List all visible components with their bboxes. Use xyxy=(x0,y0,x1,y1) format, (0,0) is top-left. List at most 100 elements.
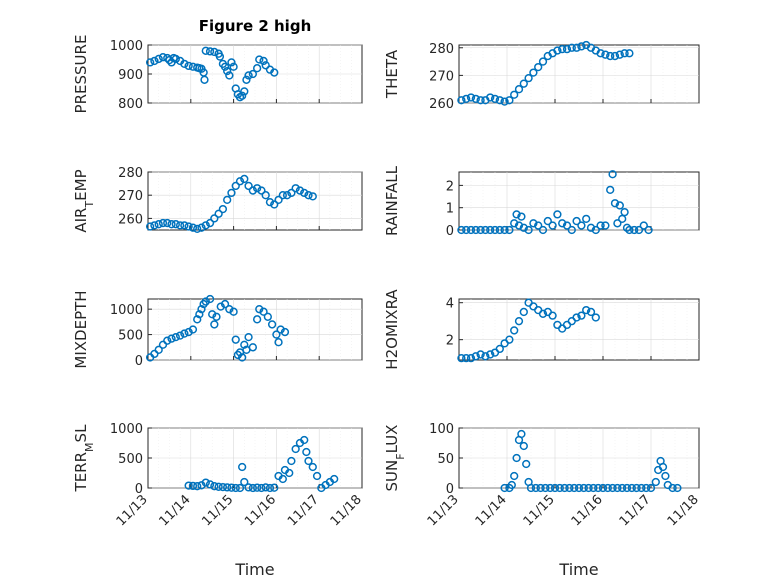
data-point xyxy=(543,216,552,226)
data-point xyxy=(644,225,653,235)
data-point xyxy=(154,220,163,229)
data-point xyxy=(546,483,555,493)
data-point xyxy=(163,218,172,228)
data-point xyxy=(618,483,627,493)
data-point xyxy=(229,307,238,316)
y-tick-label: 1 xyxy=(446,202,454,217)
data-point xyxy=(295,186,305,195)
data-point xyxy=(519,307,528,317)
data-point xyxy=(577,42,586,51)
data-point xyxy=(259,56,268,66)
data-point xyxy=(227,483,236,492)
data-point xyxy=(205,47,215,56)
data-point xyxy=(235,483,245,493)
data-point xyxy=(519,223,528,232)
data-point xyxy=(553,46,562,55)
data-point xyxy=(613,483,622,493)
data-point xyxy=(257,483,266,493)
data-point xyxy=(610,51,620,61)
data-point xyxy=(229,62,238,71)
data-point xyxy=(197,223,206,232)
data-point xyxy=(244,71,253,80)
data-point xyxy=(634,225,644,235)
data-point xyxy=(642,483,651,493)
data-point xyxy=(531,483,540,493)
data-point xyxy=(562,221,572,230)
y-tick-label: 0 xyxy=(135,482,143,497)
data-point xyxy=(214,482,223,491)
data-point xyxy=(514,317,524,326)
data-point xyxy=(238,353,247,362)
data-point xyxy=(210,320,219,329)
data-point xyxy=(154,54,163,64)
data-point xyxy=(145,58,155,67)
data-point xyxy=(548,311,557,320)
data-point xyxy=(302,447,311,457)
data-point xyxy=(261,61,270,70)
y-axis-label: MIXDEPTH xyxy=(72,290,90,368)
data-point xyxy=(220,299,230,309)
data-point xyxy=(622,483,632,493)
data-point xyxy=(500,483,509,493)
y-tick-label: 1000 xyxy=(110,422,143,437)
data-point xyxy=(158,340,168,349)
data-point xyxy=(208,310,217,319)
data-point xyxy=(519,79,528,88)
y-tick-label: 100 xyxy=(429,422,454,437)
data-point xyxy=(158,218,168,228)
data-point xyxy=(495,344,504,354)
data-point xyxy=(238,91,247,100)
data-point xyxy=(282,191,292,200)
data-point xyxy=(606,51,615,61)
y-tick-label: 900 xyxy=(118,68,143,83)
data-point xyxy=(171,54,180,64)
data-point xyxy=(235,177,245,186)
data-point xyxy=(558,219,567,228)
data-point xyxy=(244,332,253,342)
y-tick-label: 500 xyxy=(118,329,143,344)
data-point xyxy=(238,462,247,472)
data-point xyxy=(255,305,264,314)
data-point xyxy=(158,53,168,62)
data-point xyxy=(529,68,538,77)
y-tick-label: 260 xyxy=(429,97,454,112)
axes-8: 0 50 100 11/13 11/14 11/15 11/16 11/17 11/18 SUNF… xyxy=(383,422,702,579)
data-point xyxy=(505,96,514,105)
y-axis-label: RAINFALL xyxy=(383,165,401,236)
axes-5: 0 500 1000 MIXDEPTH xyxy=(72,290,363,369)
data-point xyxy=(220,62,230,71)
y-tick-label: 500 xyxy=(118,452,143,467)
data-point xyxy=(259,307,268,316)
data-point xyxy=(291,184,300,193)
data-point xyxy=(476,350,485,359)
data-point xyxy=(248,69,258,79)
data-point xyxy=(291,444,300,454)
data-point xyxy=(163,336,172,345)
data-point xyxy=(646,483,656,493)
data-point xyxy=(304,456,313,466)
data-point xyxy=(637,483,646,493)
x-axis-label: Time xyxy=(558,560,598,579)
data-point xyxy=(261,483,270,492)
data-point xyxy=(270,200,279,209)
data-point xyxy=(272,330,281,339)
data-point xyxy=(529,219,538,228)
data-point xyxy=(471,225,480,235)
axes-4: 0 1 2 RAINFALL xyxy=(383,165,700,239)
data-point xyxy=(261,191,270,200)
data-point xyxy=(195,310,204,319)
data-point xyxy=(586,307,596,317)
x-tick-label: 11/18 xyxy=(328,492,365,529)
data-point xyxy=(507,480,516,490)
data-point xyxy=(586,223,596,232)
data-point xyxy=(180,221,189,230)
data-point xyxy=(486,225,495,235)
data-point xyxy=(252,184,262,193)
data-point xyxy=(201,297,210,306)
data-point xyxy=(572,43,581,52)
data-point xyxy=(495,225,504,235)
data-point xyxy=(534,62,543,72)
data-point xyxy=(462,225,471,235)
data-point xyxy=(651,477,660,487)
data-point xyxy=(555,483,564,493)
